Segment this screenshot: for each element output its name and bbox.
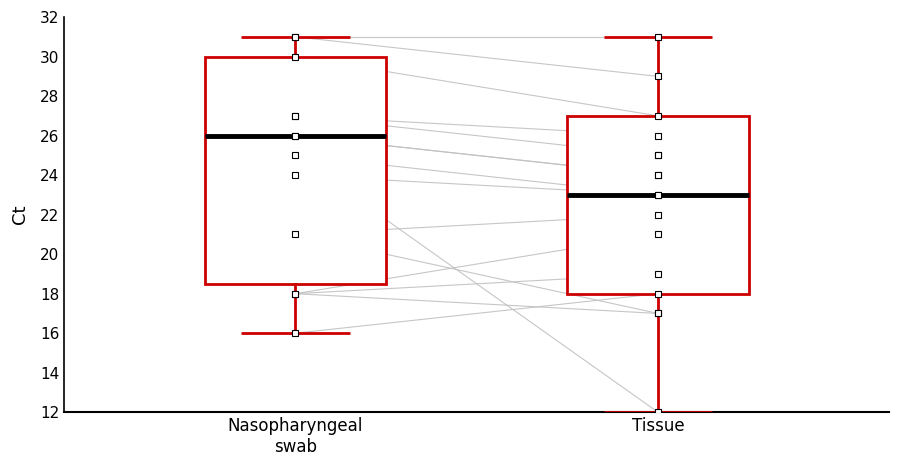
Bar xyxy=(567,116,749,294)
Y-axis label: Ct: Ct xyxy=(11,205,29,225)
Bar xyxy=(204,57,386,284)
